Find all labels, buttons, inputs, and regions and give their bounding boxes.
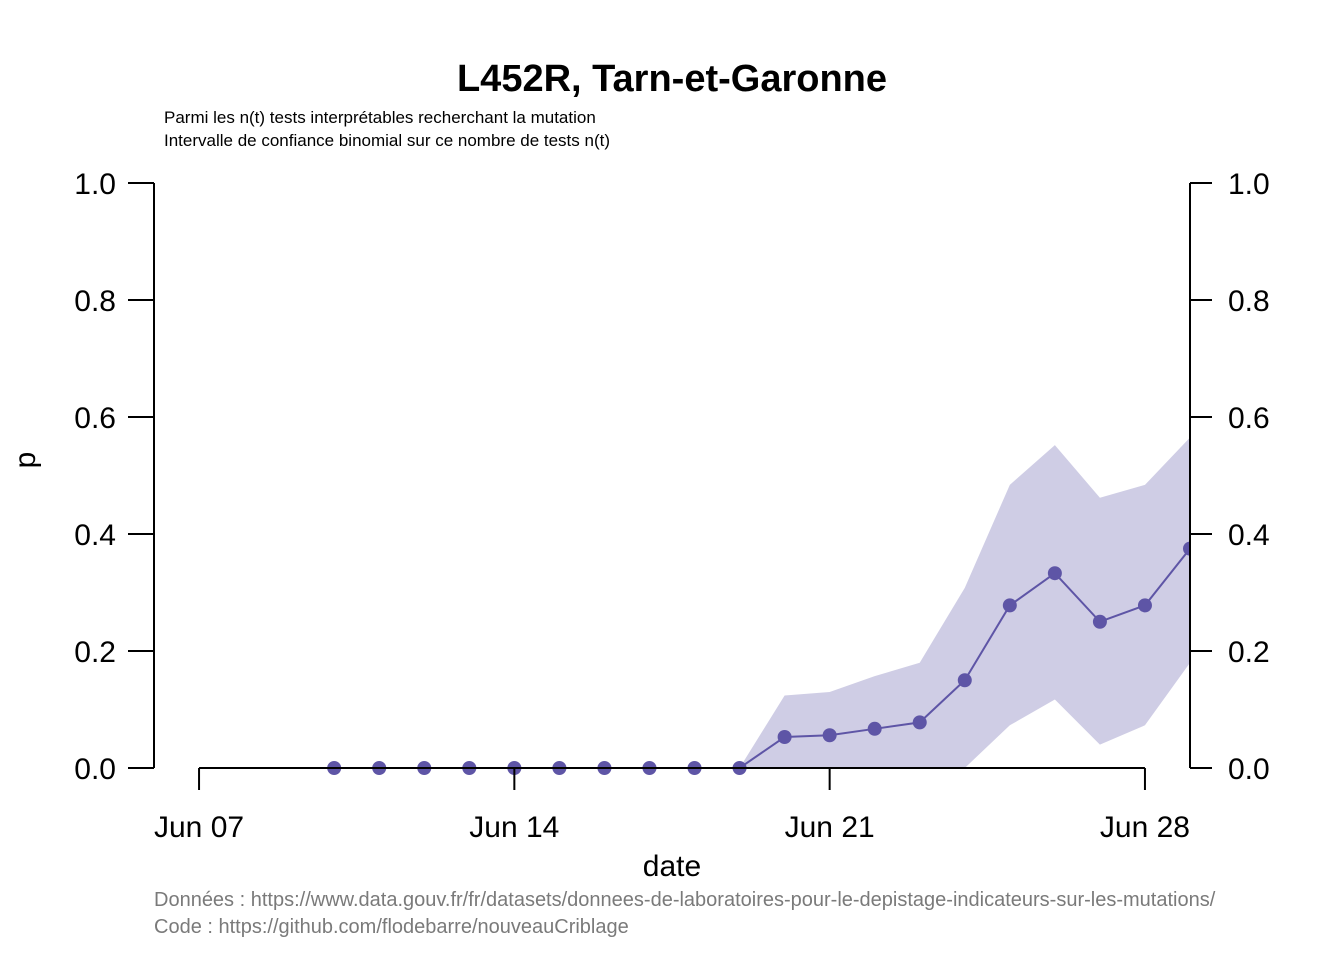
data-point [822, 728, 837, 743]
data-point [957, 673, 972, 688]
x-tick-label: Jun 14 [469, 811, 559, 844]
x-tick-label: Jun 07 [154, 811, 244, 844]
y-axis-label: p [9, 452, 42, 469]
data-point [867, 721, 882, 736]
confidence-band [334, 437, 1190, 768]
data-point [1183, 541, 1190, 556]
y-tick-label-left: 1.0 [74, 168, 116, 201]
code-source-caption: Code : https://github.com/flodebarre/nou… [154, 916, 629, 938]
y-tick-label-left: 0.2 [74, 636, 116, 669]
y-tick-label-left: 0.0 [74, 753, 116, 786]
data-source-caption: Données : https://www.data.gouv.fr/fr/da… [154, 889, 1216, 911]
data-point [1047, 566, 1062, 581]
plot-area [327, 437, 1190, 775]
data-point [912, 715, 927, 730]
data-point [1002, 598, 1017, 613]
data-point [1092, 614, 1107, 629]
data-point [1137, 598, 1152, 613]
axes: 0.0 0.0 0.2 0.2 0.4 0.4 0.6 0.6 0.8 0.8 1.0 1.0 Jun … [74, 168, 1269, 844]
y-tick-label-left: 0.4 [74, 519, 116, 552]
data-point [777, 729, 792, 744]
chart-title: L452R, Tarn-et-Garonne [457, 58, 887, 100]
x-tick-label: Jun 28 [1100, 811, 1190, 844]
y-tick-label-left: 0.6 [74, 402, 116, 435]
chart-subtitle-line-2: Intervalle de confiance binomial sur ce … [164, 131, 610, 150]
y-tick-label-right: 0.4 [1228, 519, 1270, 552]
chart-subtitle-line-1: Parmi les n(t) tests interprétables rech… [164, 108, 596, 127]
y-tick-label-right: 0.6 [1228, 402, 1270, 435]
y-tick-label-left: 0.8 [74, 285, 116, 318]
y-tick-label-right: 0.8 [1228, 285, 1270, 318]
x-tick-label: Jun 21 [785, 811, 875, 844]
x-axis-label: date [643, 850, 701, 883]
y-tick-label-right: 0.0 [1228, 753, 1270, 786]
y-tick-label-right: 1.0 [1228, 168, 1270, 201]
y-tick-label-right: 0.2 [1228, 636, 1270, 669]
